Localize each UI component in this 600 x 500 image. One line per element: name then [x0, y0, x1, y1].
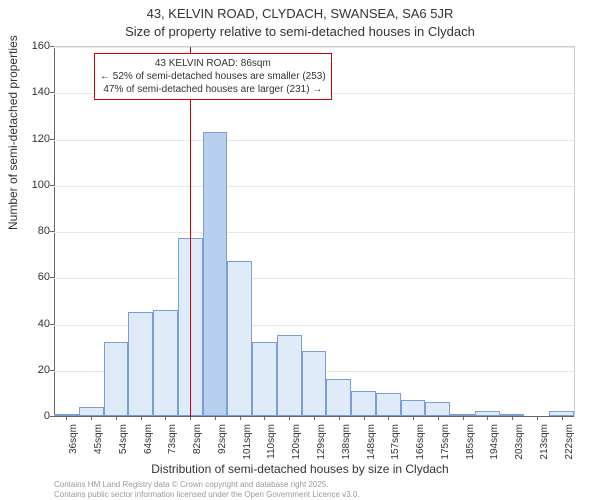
- marker-line: [190, 47, 191, 417]
- x-tick-label: 45sqm: [93, 424, 104, 464]
- x-tick-label: 157sqm: [390, 424, 401, 464]
- gridline: [54, 186, 574, 187]
- x-tick-label: 120sqm: [291, 424, 302, 464]
- x-axis-line: [54, 416, 574, 417]
- y-tick-label: 60: [20, 271, 50, 283]
- x-tick-label: 222sqm: [564, 424, 575, 464]
- x-tick-label: 73sqm: [167, 424, 178, 464]
- histogram-bar: [79, 407, 104, 416]
- x-tick-label: 148sqm: [366, 424, 377, 464]
- plot-area: 43 KELVIN ROAD: 86sqm← 52% of semi-detac…: [54, 46, 575, 417]
- x-tick-label: 194sqm: [489, 424, 500, 464]
- annotation-line: 47% of semi-detached houses are larger (…: [100, 83, 326, 96]
- y-tick-label: 120: [20, 133, 50, 145]
- histogram-bar: [475, 411, 500, 416]
- gridline: [54, 47, 574, 48]
- annotation-line: ← 52% of semi-detached houses are smalle…: [100, 70, 326, 83]
- histogram-bar: [376, 393, 401, 416]
- histogram-bar: [277, 335, 302, 416]
- annotation-line: 43 KELVIN ROAD: 86sqm: [100, 57, 326, 70]
- histogram-bar: [227, 261, 252, 416]
- histogram-bar: [425, 402, 450, 416]
- histogram-bar: [104, 342, 129, 416]
- gridline: [54, 278, 574, 279]
- histogram-bar: [450, 414, 475, 416]
- x-tick-label: 175sqm: [440, 424, 451, 464]
- x-tick-label: 185sqm: [465, 424, 476, 464]
- y-tick-label: 40: [20, 318, 50, 330]
- histogram-bar: [54, 414, 79, 416]
- histogram-bar: [203, 132, 228, 416]
- x-tick-label: 110sqm: [266, 424, 277, 464]
- annotation-box: 43 KELVIN ROAD: 86sqm← 52% of semi-detac…: [94, 53, 332, 100]
- gridline: [54, 140, 574, 141]
- histogram-bar: [401, 400, 426, 416]
- histogram-bar: [128, 312, 153, 416]
- x-tick-label: 64sqm: [143, 424, 154, 464]
- histogram-bar: [351, 391, 376, 416]
- x-tick-label: 166sqm: [415, 424, 426, 464]
- x-tick-label: 54sqm: [118, 424, 129, 464]
- x-tick-label: 129sqm: [316, 424, 327, 464]
- x-tick-label: 92sqm: [217, 424, 228, 464]
- histogram-bar: [153, 310, 178, 416]
- y-tick-label: 160: [20, 40, 50, 52]
- y-tick-label: 0: [20, 410, 50, 422]
- histogram-bar: [549, 411, 574, 416]
- x-tick-label: 203sqm: [514, 424, 525, 464]
- histogram-bar: [500, 414, 525, 416]
- y-tick-label: 100: [20, 179, 50, 191]
- footer-copyright-2: Contains public sector information licen…: [54, 490, 360, 499]
- histogram-bar: [326, 379, 351, 416]
- footer-copyright-1: Contains HM Land Registry data © Crown c…: [54, 480, 329, 489]
- y-axis-label: Number of semi-detached properties: [6, 35, 20, 230]
- histogram-bar: [302, 351, 327, 416]
- x-tick-label: 82sqm: [192, 424, 203, 464]
- gridline: [54, 232, 574, 233]
- x-tick-label: 101sqm: [242, 424, 253, 464]
- x-tick-label: 138sqm: [341, 424, 352, 464]
- x-axis-label: Distribution of semi-detached houses by …: [0, 462, 600, 476]
- chart-container: 43, KELVIN ROAD, CLYDACH, SWANSEA, SA6 5…: [0, 0, 600, 500]
- histogram-bar: [252, 342, 277, 416]
- chart-title-sub: Size of property relative to semi-detach…: [0, 24, 600, 39]
- y-tick-label: 20: [20, 364, 50, 376]
- chart-title-main: 43, KELVIN ROAD, CLYDACH, SWANSEA, SA6 5…: [0, 6, 600, 21]
- x-tick-label: 213sqm: [539, 424, 550, 464]
- y-tick-label: 80: [20, 225, 50, 237]
- y-tick-label: 140: [20, 86, 50, 98]
- x-tick-label: 36sqm: [68, 424, 79, 464]
